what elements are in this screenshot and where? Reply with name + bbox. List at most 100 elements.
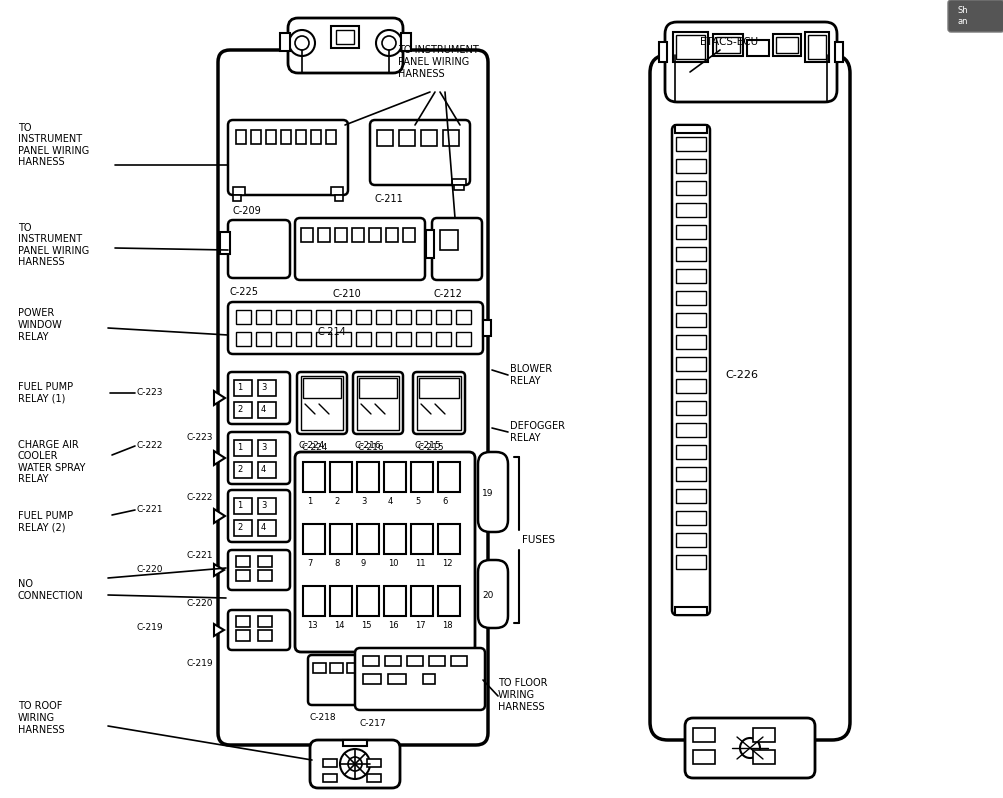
- FancyBboxPatch shape: [228, 550, 290, 590]
- Text: 5: 5: [414, 497, 420, 507]
- Text: 4: 4: [387, 497, 393, 507]
- Bar: [675, 269, 705, 283]
- Text: 1: 1: [237, 444, 242, 452]
- Bar: [352, 228, 364, 242]
- Bar: [303, 462, 325, 492]
- Bar: [752, 750, 774, 764]
- Bar: [406, 656, 422, 666]
- Bar: [367, 774, 380, 782]
- Text: 9: 9: [361, 559, 366, 568]
- Bar: [416, 376, 460, 430]
- Text: FUSES: FUSES: [522, 535, 555, 545]
- Bar: [437, 586, 459, 616]
- Text: C-220: C-220: [136, 566, 163, 575]
- Bar: [336, 310, 351, 324]
- FancyBboxPatch shape: [684, 718, 814, 778]
- Bar: [675, 291, 705, 305]
- Bar: [316, 332, 331, 346]
- Bar: [675, 247, 705, 261]
- Bar: [383, 524, 405, 554]
- Text: C-222: C-222: [187, 493, 213, 503]
- Bar: [266, 130, 276, 144]
- Text: TO INSTRUMENT
PANEL WIRING
HARNESS: TO INSTRUMENT PANEL WIRING HARNESS: [397, 45, 478, 78]
- Bar: [256, 332, 271, 346]
- Bar: [356, 310, 371, 324]
- Bar: [675, 423, 705, 437]
- Bar: [296, 130, 306, 144]
- Bar: [330, 586, 352, 616]
- Polygon shape: [214, 391, 225, 405]
- Bar: [752, 728, 774, 742]
- Text: 15: 15: [361, 622, 371, 630]
- Text: BLOWER
RELAY: BLOWER RELAY: [510, 364, 552, 385]
- Bar: [296, 332, 311, 346]
- Bar: [258, 380, 276, 396]
- Text: C-211: C-211: [375, 194, 403, 204]
- Text: C-215: C-215: [414, 441, 441, 451]
- Text: 18: 18: [441, 622, 452, 630]
- Text: 3: 3: [361, 497, 366, 507]
- Text: C-225: C-225: [230, 287, 259, 297]
- Bar: [357, 462, 378, 492]
- Bar: [357, 524, 378, 554]
- Bar: [675, 313, 705, 327]
- Bar: [330, 524, 352, 554]
- Text: TO
INSTRUMENT
PANEL WIRING
HARNESS: TO INSTRUMENT PANEL WIRING HARNESS: [18, 123, 89, 168]
- Text: 1: 1: [237, 384, 242, 393]
- Bar: [420, 130, 436, 146]
- Bar: [658, 42, 666, 62]
- Bar: [303, 378, 341, 398]
- Bar: [692, 728, 714, 742]
- FancyBboxPatch shape: [228, 302, 482, 354]
- Bar: [383, 462, 405, 492]
- FancyBboxPatch shape: [295, 218, 424, 280]
- Text: 4: 4: [261, 523, 266, 532]
- Text: C-222: C-222: [136, 441, 163, 451]
- Bar: [236, 616, 250, 627]
- Bar: [775, 37, 797, 53]
- Text: ETACS-ECU: ETACS-ECU: [699, 37, 757, 47]
- FancyBboxPatch shape: [308, 655, 363, 705]
- Bar: [675, 225, 705, 239]
- Bar: [715, 37, 739, 53]
- Bar: [323, 774, 337, 782]
- Text: 4: 4: [261, 405, 266, 414]
- Bar: [233, 195, 241, 201]
- Bar: [357, 376, 398, 430]
- Text: C-219: C-219: [187, 659, 213, 669]
- Text: FUEL PUMP
RELAY (2): FUEL PUMP RELAY (2): [18, 512, 73, 533]
- Text: 6: 6: [441, 497, 447, 507]
- Bar: [303, 586, 325, 616]
- Bar: [437, 462, 459, 492]
- Text: 4: 4: [261, 465, 266, 475]
- Bar: [281, 130, 291, 144]
- FancyBboxPatch shape: [228, 610, 290, 650]
- Bar: [675, 203, 705, 217]
- Bar: [410, 462, 432, 492]
- FancyBboxPatch shape: [295, 452, 474, 652]
- Bar: [675, 181, 705, 195]
- Bar: [418, 378, 458, 398]
- Bar: [336, 332, 351, 346]
- Bar: [359, 378, 396, 398]
- FancyBboxPatch shape: [218, 50, 487, 745]
- Text: 17: 17: [414, 622, 425, 630]
- Bar: [435, 332, 450, 346]
- Text: C-216: C-216: [358, 444, 384, 452]
- Text: TO ROOF
WIRING
HARNESS: TO ROOF WIRING HARNESS: [18, 701, 64, 735]
- FancyBboxPatch shape: [370, 120, 469, 185]
- Bar: [318, 228, 330, 242]
- Bar: [258, 440, 276, 456]
- Bar: [236, 332, 251, 346]
- Bar: [347, 663, 360, 673]
- Text: C-218: C-218: [310, 713, 336, 722]
- Bar: [369, 228, 380, 242]
- Bar: [234, 380, 252, 396]
- Bar: [234, 498, 252, 514]
- Bar: [428, 656, 444, 666]
- Bar: [234, 402, 252, 418]
- Text: C-214: C-214: [318, 327, 346, 337]
- Text: C-223: C-223: [136, 389, 163, 397]
- Bar: [234, 462, 252, 478]
- Bar: [326, 130, 336, 144]
